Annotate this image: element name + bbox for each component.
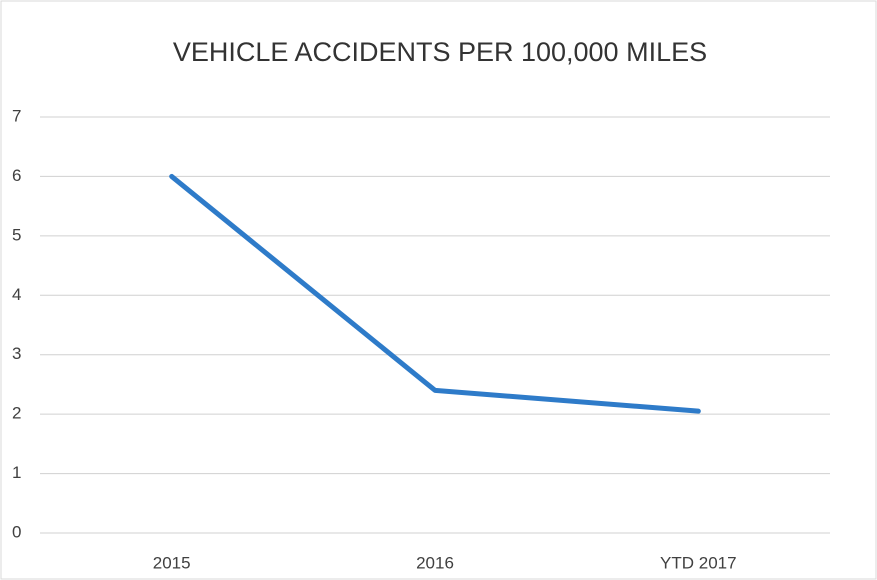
y-tick-label: 4 xyxy=(12,285,21,304)
line xyxy=(169,173,701,414)
chart-title: VEHICLE ACCIDENTS PER 100,000 MILES xyxy=(173,37,707,67)
x-tick-label: 2015 xyxy=(153,553,191,572)
y-tick-label: 2 xyxy=(12,404,21,423)
y-tick-label: 3 xyxy=(12,344,21,363)
y-tick-label: 7 xyxy=(12,106,21,125)
y-tick-label: 6 xyxy=(12,166,21,185)
x-tick-label: YTD 2017 xyxy=(660,553,737,572)
y-tick-label: 1 xyxy=(12,463,21,482)
y-tick-label: 5 xyxy=(12,225,21,244)
x-tick-label: 2016 xyxy=(416,553,454,572)
y-tick-label: 0 xyxy=(12,522,21,541)
